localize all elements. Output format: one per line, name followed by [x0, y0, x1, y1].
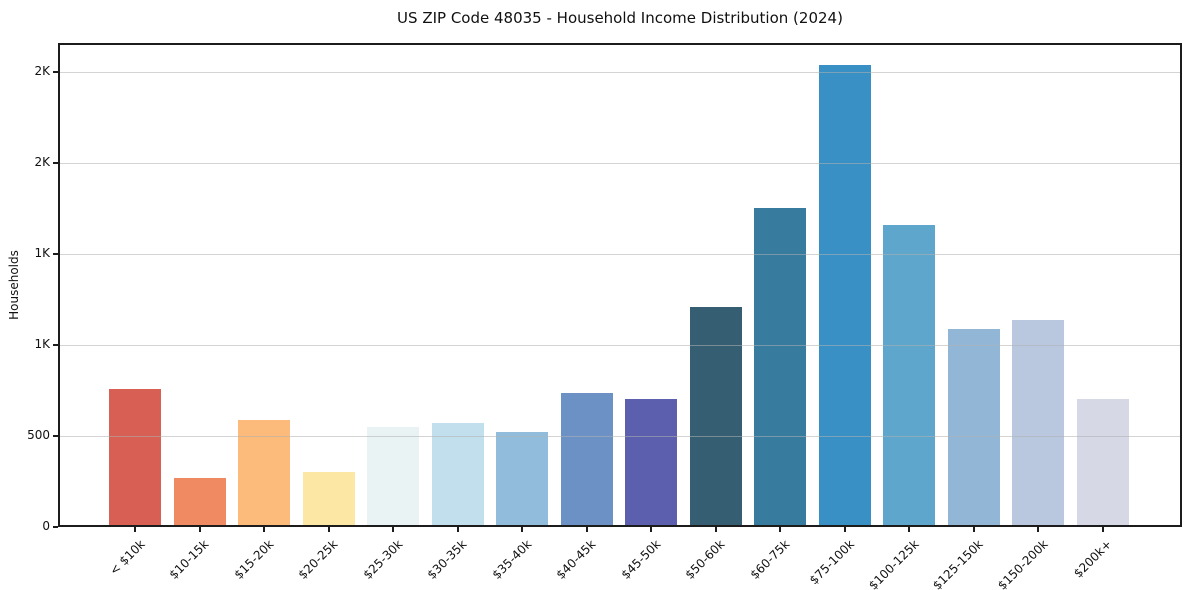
- bar-11: [818, 64, 871, 525]
- bar-0: [109, 388, 162, 525]
- x-tick-mark: [908, 527, 911, 532]
- x-tick-mark: [456, 527, 459, 532]
- x-tick-mark: [1037, 527, 1040, 532]
- bar-6: [496, 432, 549, 525]
- x-tick-label-5: $30-35k: [424, 537, 470, 582]
- x-tick-mark: [714, 527, 717, 532]
- y-tick-mark: [53, 71, 58, 74]
- x-tick-mark: [263, 527, 266, 532]
- bar-12: [883, 224, 936, 525]
- gridline-2000: [60, 163, 1180, 165]
- gridline-1500: [60, 254, 1180, 256]
- y-tick-label: 2K: [34, 64, 50, 79]
- x-tick-label-11: $75-100k: [806, 537, 857, 588]
- x-tick-mark: [198, 527, 201, 532]
- x-tick-mark: [650, 527, 653, 532]
- x-tick-label-7: $40-45k: [553, 537, 599, 582]
- y-tick-label: 1K: [34, 246, 50, 261]
- plot-area: [58, 43, 1182, 527]
- bar-7: [560, 393, 613, 525]
- y-tick-label: 0: [42, 519, 50, 533]
- x-tick-label-15: $200k+: [1071, 537, 1115, 581]
- x-tick-label-4: $25-30k: [360, 537, 406, 582]
- gridline-2500: [60, 72, 1180, 74]
- x-tick-mark: [134, 527, 137, 532]
- x-tick-label-13: $125-150k: [929, 537, 986, 590]
- x-tick-label-12: $100-125k: [865, 537, 922, 590]
- x-tick-mark: [779, 527, 782, 532]
- chart-title: US ZIP Code 48035 - Household Income Dis…: [397, 9, 843, 27]
- x-tick-label-0: < $10k: [106, 537, 148, 578]
- y-tick-label: 2K: [34, 155, 50, 170]
- bar-13: [947, 328, 1000, 525]
- bar-1: [173, 477, 226, 525]
- y-tick-mark: [53, 435, 58, 438]
- y-tick-label: 1K: [34, 337, 50, 352]
- x-tick-label-2: $15-20k: [231, 537, 277, 582]
- x-tick-label-1: $10-15k: [166, 537, 212, 582]
- y-tick-mark: [53, 344, 58, 347]
- bar-15: [1076, 398, 1129, 525]
- bar-8: [625, 398, 678, 525]
- x-tick-label-6: $35-40k: [489, 537, 535, 582]
- bar-9: [689, 306, 742, 525]
- x-tick-label-8: $45-50k: [618, 537, 664, 582]
- x-tick-mark: [1101, 527, 1104, 532]
- y-tick-mark: [53, 162, 58, 165]
- x-tick-label-14: $150-200k: [994, 537, 1051, 590]
- bar-2: [238, 420, 291, 525]
- bar-4: [367, 426, 420, 525]
- x-tick-mark: [521, 527, 524, 532]
- x-tick-label-3: $20-25k: [295, 537, 341, 582]
- y-tick-label: 500: [27, 428, 50, 443]
- y-tick-mark: [53, 526, 58, 528]
- x-tick-mark: [327, 527, 330, 532]
- x-tick-mark: [972, 527, 975, 532]
- y-tick-mark: [53, 253, 58, 256]
- x-tick-label-10: $60-75k: [747, 537, 793, 582]
- bar-3: [302, 472, 355, 525]
- x-tick-mark: [585, 527, 588, 532]
- x-tick-label-9: $50-60k: [682, 537, 728, 582]
- gridline-500: [60, 436, 1180, 438]
- x-tick-mark: [392, 527, 395, 532]
- gridline-1000: [60, 345, 1180, 347]
- bar-10: [754, 208, 807, 525]
- x-tick-mark: [843, 527, 846, 532]
- bar-14: [1012, 320, 1065, 525]
- bar-5: [431, 423, 484, 525]
